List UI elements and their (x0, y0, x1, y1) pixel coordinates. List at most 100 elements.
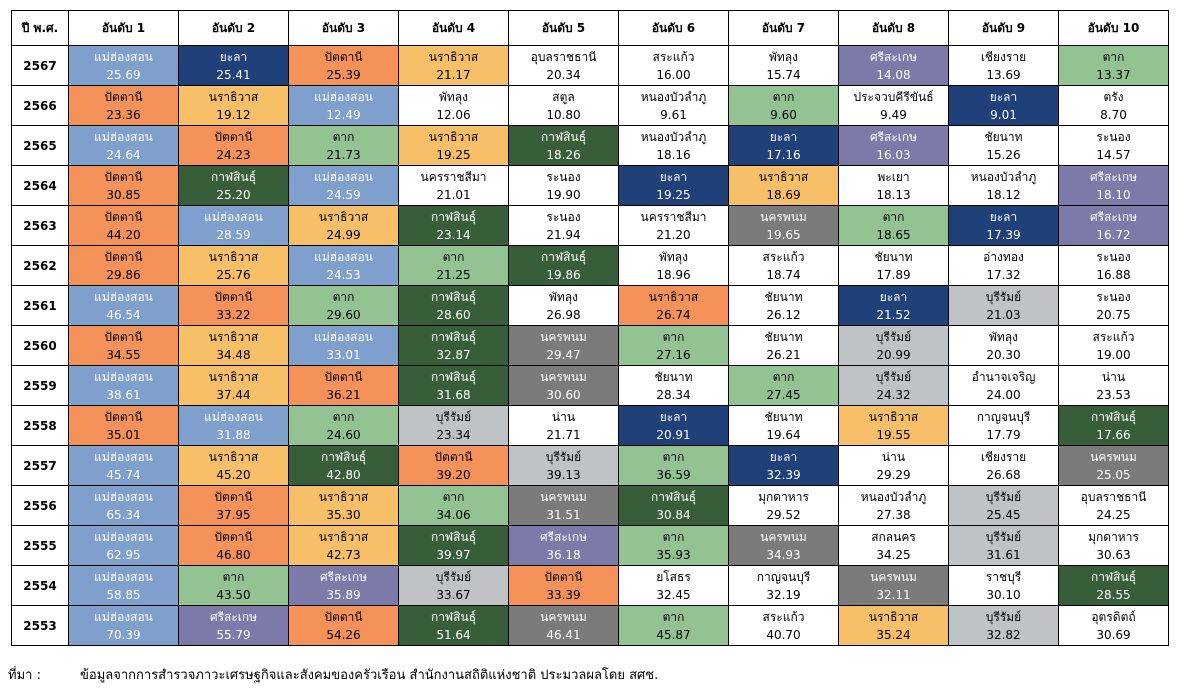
poverty-value: 35.01 (106, 427, 141, 442)
year-cell: 2563 (11, 205, 69, 246)
province-name: แม่ฮ่องสอน (94, 569, 153, 584)
rank-cell: สระแก้ว 16.00 (618, 45, 729, 86)
rank-cell: ปัตตานี 35.01 (68, 405, 179, 446)
province-name: ปัตตานี (434, 449, 473, 464)
poverty-value: 31.61 (986, 547, 1021, 562)
rank-cell: ระนอง 20.75 (1058, 285, 1169, 326)
poverty-value: 25.41 (216, 67, 251, 82)
province-name: สระแก้ว (652, 49, 695, 64)
province-name: บุรีรัมย์ (435, 569, 472, 584)
year-cell: 2566 (11, 85, 69, 126)
province-name: ปัตตานี (104, 89, 143, 104)
province-name: กาฬสินธุ์ (430, 609, 477, 624)
year-cell: 2567 (11, 45, 69, 86)
poverty-value: 30.63 (1096, 547, 1131, 562)
poverty-value: 45.20 (216, 467, 251, 482)
province-name: ระนอง (546, 209, 581, 224)
province-name: ยะลา (989, 209, 1018, 224)
province-name: ยะลา (659, 169, 688, 184)
province-name: นราธิวาส (318, 209, 369, 224)
poverty-value: 21.71 (546, 427, 581, 442)
rank-cell: นครราชสีมา 21.20 (618, 205, 729, 246)
rank-cell: ชัยนาท 26.21 (728, 325, 839, 366)
province-name: นครพนม (1090, 449, 1137, 464)
poverty-value: 8.70 (1100, 107, 1127, 122)
rank-cell: ยะลา 32.39 (728, 445, 839, 486)
poverty-value: 34.93 (766, 547, 801, 562)
rank-cell: แม่ฮ่องสอน 25.69 (68, 45, 179, 86)
province-name: แม่ฮ่องสอน (94, 129, 153, 144)
header-rank-5: อันดับ 5 (508, 10, 619, 46)
table-row: 2561 แม่ฮ่องสอน 46.54 ปัตตานี 33.22 ตาก 29.60 ก… (11, 285, 1169, 326)
province-name: ตาก (662, 529, 685, 544)
province-name: แม่ฮ่องสอน (314, 249, 373, 264)
poverty-value: 25.05 (1096, 467, 1131, 482)
rank-cell: ปัตตานี 33.22 (178, 285, 289, 326)
poverty-value: 36.21 (326, 387, 361, 402)
province-name: แม่ฮ่องสอน (94, 609, 153, 624)
poverty-value: 24.99 (326, 227, 361, 242)
poverty-value: 21.73 (326, 147, 361, 162)
province-name: ปัตตานี (104, 249, 143, 264)
province-name: ปัตตานี (104, 409, 143, 424)
rank-cell: นครพนม 29.47 (508, 325, 619, 366)
year-cell: 2559 (11, 365, 69, 406)
poverty-value: 39.20 (436, 467, 471, 482)
table-row: 2563 ปัตตานี 44.20 แม่ฮ่องสอน 28.59 นราธิวาส 2… (11, 205, 1169, 246)
province-name: ชัยนาท (654, 369, 693, 384)
province-name: กาฬสินธุ์ (430, 289, 477, 304)
rank-cell: ระนอง 16.88 (1058, 245, 1169, 286)
poverty-value: 27.45 (766, 387, 801, 402)
rank-cell: ศรีสะเกษ 16.72 (1058, 205, 1169, 246)
rank-cell: น่าน 23.53 (1058, 365, 1169, 406)
poverty-value: 33.67 (436, 587, 471, 602)
rank-cell: ตาก 24.60 (288, 405, 399, 446)
province-name: บุรีรัมย์ (985, 489, 1022, 504)
poverty-value: 19.00 (1096, 347, 1131, 362)
province-name: ประจวบคีรีขันธ์ (853, 89, 934, 104)
rank-cell: อุตรดิตถ์ 30.69 (1058, 605, 1169, 646)
province-name: นครราชสีมา (420, 169, 487, 184)
province-name: ปัตตานี (324, 609, 363, 624)
province-name: ยะลา (769, 129, 798, 144)
header-rank-6: อันดับ 6 (618, 10, 729, 46)
rank-cell: ชัยนาท 17.89 (838, 245, 949, 286)
poverty-value: 17.66 (1096, 427, 1131, 442)
poverty-value: 45.87 (656, 627, 691, 642)
rank-cell: ปัตตานี 39.20 (398, 445, 509, 486)
province-name: นราธิวาส (868, 409, 919, 424)
rank-cell: บุรีรัมย์ 20.99 (838, 325, 949, 366)
province-name: แม่ฮ่องสอน (94, 49, 153, 64)
province-name: กาญจนบุรี (756, 569, 811, 584)
province-name: กาฬสินธุ์ (320, 449, 367, 464)
poverty-ranking-table: ปี พ.ศ. อันดับ 1 อันดับ 2 อันดับ 3 อันดับ 4… (11, 10, 1169, 646)
poverty-value: 55.79 (216, 627, 251, 642)
poverty-value: 19.25 (436, 147, 471, 162)
province-name: นครพนม (760, 209, 807, 224)
rank-cell: นราธิวาส 35.30 (288, 485, 399, 526)
province-name: สระแก้ว (1092, 329, 1135, 344)
rank-cell: แม่ฮ่องสอน 62.95 (68, 525, 179, 566)
poverty-value: 26.12 (766, 307, 801, 322)
province-name: หนองบัวลำภู (970, 169, 1037, 184)
province-name: นครพนม (540, 609, 587, 624)
province-name: นครพนม (760, 529, 807, 544)
table-row: 2564 ปัตตานี 30.85 กาฬสินธุ์ 25.20 แม่ฮ่องสอน… (11, 165, 1169, 206)
rank-cell: พัทลุง 15.74 (728, 45, 839, 86)
poverty-value: 46.54 (106, 307, 141, 322)
table-row: 2558 ปัตตานี 35.01 แม่ฮ่องสอน 31.88 ตาก 24.60 บ… (11, 405, 1169, 446)
rank-cell: กาฬสินธุ์ 31.68 (398, 365, 509, 406)
rank-cell: ตาก 13.37 (1058, 45, 1169, 86)
poverty-value: 21.20 (656, 227, 691, 242)
poverty-value: 29.60 (326, 307, 361, 322)
rank-cell: ปัตตานี 44.20 (68, 205, 179, 246)
poverty-value: 32.82 (986, 627, 1021, 642)
table-body: 2567 แม่ฮ่องสอน 25.69 ยะลา 25.41 ปัตตานี 25.39… (11, 45, 1169, 646)
rank-cell: ยะลา 25.41 (178, 45, 289, 86)
poverty-value: 19.86 (546, 267, 581, 282)
poverty-value: 20.75 (1096, 307, 1131, 322)
province-name: ปัตตานี (104, 209, 143, 224)
year-cell: 2557 (11, 445, 69, 486)
poverty-value: 27.16 (656, 347, 691, 362)
poverty-value: 25.69 (106, 67, 141, 82)
